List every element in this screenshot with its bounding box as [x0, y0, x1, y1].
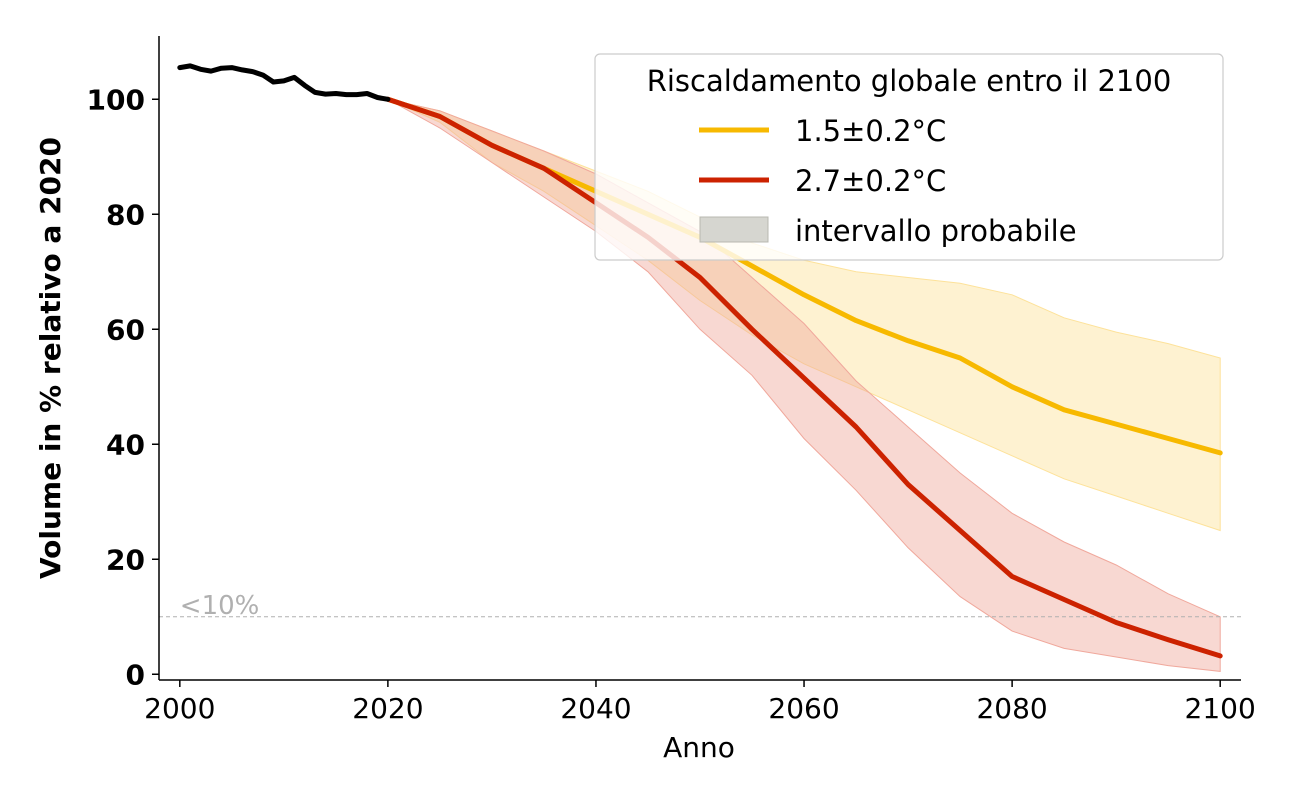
line-2-7-0-2-c: [385, 96, 1223, 659]
legend-title: Riscaldamento globale entro il 2100: [647, 64, 1172, 98]
x-tick-label-2100: 2100: [1185, 692, 1256, 725]
y-tick-label-40: 40: [106, 428, 145, 461]
x-tick-label-2060: 2060: [768, 692, 839, 725]
legend-label-band: intervallo probabile: [795, 214, 1077, 248]
y-ticks: 0 20 40 60 80 100: [87, 83, 159, 691]
x-axis-label: Anno: [663, 731, 735, 764]
x-ticks: 2000 2020 2040 2060 2080 2100: [144, 680, 1256, 725]
y-tick-label-0: 0: [126, 658, 145, 691]
legend-label-1-5c: 1.5±0.2°C: [795, 114, 946, 148]
x-tick-label-2080: 2080: [976, 692, 1047, 725]
legend: Riscaldamento globale entro il 2100 1.5±…: [594, 53, 1224, 261]
legend-swatch-band: [699, 216, 769, 243]
x-tick-label-2020: 2020: [352, 692, 423, 725]
y-tick-label-60: 60: [106, 313, 145, 346]
line-historical: [177, 63, 391, 102]
legend-frame: [594, 53, 1224, 261]
x-tick-label-2040: 2040: [560, 692, 631, 725]
y-tick-label-100: 100: [87, 83, 145, 116]
y-tick-label-80: 80: [106, 198, 145, 231]
threshold-layer: <10%: [159, 591, 1241, 621]
y-axis-label: Volume in % relativo a 2020: [34, 137, 67, 579]
y-tick-label-20: 20: [106, 543, 145, 576]
threshold-label: <10%: [180, 591, 260, 621]
legend-label-2-7c: 2.7±0.2°C: [795, 164, 946, 198]
line-layer: [177, 63, 1223, 659]
x-tick-label-2000: 2000: [144, 692, 215, 725]
